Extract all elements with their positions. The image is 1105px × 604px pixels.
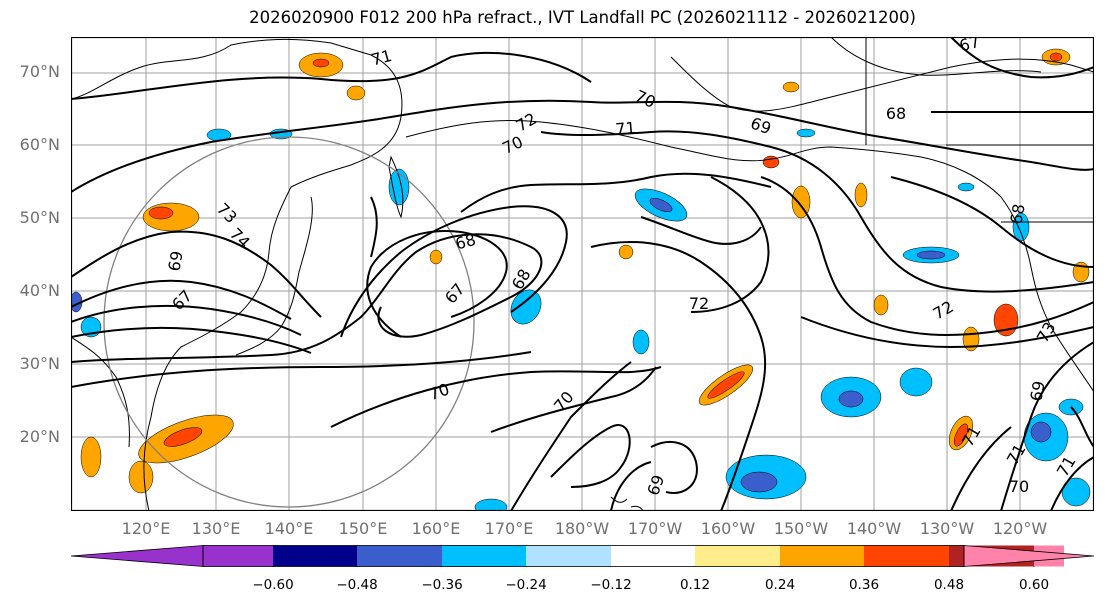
colorbar — [71, 545, 1094, 567]
map-title: 2026020900 F012 200 hPa refract., IVT La… — [249, 8, 916, 27]
colorbar-segment — [203, 545, 273, 567]
colorbar-tick-label: −0.48 — [336, 577, 378, 593]
lat-label: 50°N — [19, 208, 60, 227]
lat-label: 60°N — [19, 135, 60, 154]
lon-label: 160°E — [411, 519, 461, 538]
radius-circle — [103, 136, 475, 508]
lon-label: 180°W — [554, 519, 610, 538]
map-panel: 71 70 72 71 69 68 70 67 73 74 68 67 69 7… — [71, 37, 1094, 511]
contour-label: 71 — [615, 118, 637, 139]
colorbar-tick-label: −0.60 — [252, 577, 294, 593]
lon-label: 160°W — [700, 519, 756, 538]
lat-label: 30°N — [19, 354, 60, 373]
colorbar-tick-label: 0.48 — [933, 577, 965, 593]
colorbar-segment — [780, 545, 864, 567]
contour-label: 69 — [1026, 379, 1048, 402]
contour-label: 70 — [1009, 477, 1029, 496]
lon-label: 150°E — [338, 519, 388, 538]
contour-label: 72 — [689, 294, 709, 313]
colorbar-extend-low — [71, 545, 204, 567]
lon-label: 130°W — [919, 519, 975, 538]
colorbar-tick-label: −0.36 — [421, 577, 463, 593]
contour-label: 68 — [453, 230, 478, 254]
graticule — [71, 37, 1094, 511]
lat-label: 70°N — [19, 62, 60, 81]
lon-label: 120°E — [121, 519, 171, 538]
colorbar-segment — [442, 545, 526, 567]
lon-label: 170°W — [627, 519, 683, 538]
ivt-shading — [71, 48, 1091, 511]
colorbar-segment — [526, 545, 611, 567]
colorbar-tick-label: 0.12 — [679, 577, 711, 593]
colorbar-segment — [864, 545, 949, 567]
lon-label: 120°W — [992, 519, 1048, 538]
lon-label: 130°E — [191, 519, 241, 538]
contour-label: 71 — [369, 46, 394, 70]
colorbar-tick-label: 0.60 — [1018, 577, 1050, 593]
contour-label: 68 — [1006, 202, 1028, 225]
colorbar-tick-label: 0.36 — [848, 577, 880, 593]
contour-label: 68 — [886, 104, 906, 123]
lon-label: 170°E — [484, 519, 534, 538]
colorbar-tick-label: 0.24 — [764, 577, 796, 593]
colorbar-segment — [357, 545, 442, 567]
lon-label: 140°E — [264, 519, 314, 538]
lon-label: 140°W — [846, 519, 902, 538]
refractivity-contours — [71, 37, 1094, 511]
colorbar-segment — [611, 545, 695, 567]
coastlines — [71, 37, 1094, 511]
contour-label: 69 — [164, 249, 186, 272]
colorbar-segment — [695, 545, 780, 567]
positive-anomaly — [142, 202, 200, 232]
lat-label: 40°N — [19, 281, 60, 300]
lon-label: 150°W — [773, 519, 829, 538]
colorbar-tick-label: −0.24 — [505, 577, 547, 593]
colorbar-tick-label: −0.12 — [590, 577, 632, 593]
map-canvas: 71 70 72 71 69 68 70 67 73 74 68 67 69 7… — [71, 37, 1094, 511]
lat-label: 20°N — [19, 427, 60, 446]
colorbar-segment — [273, 545, 357, 567]
contour-label: 67 — [957, 37, 982, 55]
